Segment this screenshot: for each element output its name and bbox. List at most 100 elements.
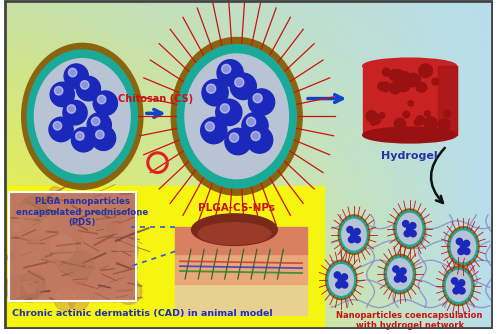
Ellipse shape [448,227,479,266]
Circle shape [30,246,38,254]
Circle shape [414,75,420,81]
Circle shape [334,272,340,278]
Circle shape [416,86,422,91]
Ellipse shape [362,58,456,74]
Circle shape [63,101,87,125]
Ellipse shape [449,228,478,265]
Circle shape [414,120,420,125]
Circle shape [20,196,48,224]
Circle shape [444,110,450,117]
Circle shape [72,231,82,242]
Circle shape [96,130,104,139]
Circle shape [460,243,466,249]
Circle shape [351,231,357,238]
Ellipse shape [446,271,470,301]
Circle shape [336,282,342,288]
Circle shape [452,278,458,284]
Ellipse shape [394,209,426,248]
Circle shape [390,82,400,94]
Circle shape [76,132,84,140]
Ellipse shape [326,260,357,300]
Circle shape [68,290,89,311]
Circle shape [348,236,354,243]
Ellipse shape [171,37,302,195]
Text: Chronic actinic dermatitis (CAD) in animal model: Chronic actinic dermatitis (CAD) in anim… [12,309,272,318]
Circle shape [406,225,413,232]
Circle shape [216,99,242,126]
Circle shape [230,73,256,100]
Ellipse shape [362,127,456,143]
Circle shape [18,282,26,290]
Circle shape [406,73,420,87]
FancyArrowPatch shape [431,148,445,203]
Circle shape [400,72,409,81]
Circle shape [72,269,88,285]
Ellipse shape [342,219,366,250]
Circle shape [394,276,400,282]
Circle shape [50,82,74,107]
Circle shape [424,111,430,117]
Circle shape [5,275,30,301]
Circle shape [410,222,416,229]
Bar [175,246,307,284]
Bar [9,192,136,301]
Ellipse shape [396,211,424,246]
Circle shape [217,60,243,86]
Circle shape [253,94,262,103]
Circle shape [200,117,227,144]
Circle shape [202,79,228,106]
Text: PLGA-CS-NPs: PLGA-CS-NPs [198,203,275,213]
Ellipse shape [327,262,356,298]
Circle shape [378,82,386,90]
Circle shape [424,117,437,130]
Circle shape [418,82,427,92]
Circle shape [246,127,272,153]
Circle shape [53,122,62,130]
Circle shape [464,240,469,246]
Ellipse shape [34,59,130,174]
Circle shape [206,122,214,131]
Circle shape [396,271,403,277]
Circle shape [354,236,360,243]
Circle shape [87,113,112,137]
Bar [362,66,456,135]
Ellipse shape [329,265,353,295]
Circle shape [116,278,142,304]
Circle shape [220,104,230,113]
Circle shape [106,222,114,231]
Ellipse shape [388,259,412,289]
Bar [175,227,307,254]
Circle shape [389,69,400,80]
Circle shape [64,64,88,89]
Ellipse shape [384,254,416,294]
Circle shape [20,209,36,226]
Ellipse shape [444,268,472,304]
Circle shape [225,128,251,155]
Circle shape [415,76,420,82]
Circle shape [98,210,104,217]
Circle shape [347,226,353,233]
Ellipse shape [27,50,138,183]
Ellipse shape [177,44,296,188]
Circle shape [382,68,390,76]
Circle shape [20,241,42,264]
Circle shape [379,113,385,118]
Ellipse shape [185,54,288,179]
Circle shape [67,105,76,113]
Circle shape [80,80,89,89]
Circle shape [72,128,96,152]
Circle shape [51,235,75,260]
Circle shape [222,64,231,73]
Circle shape [54,87,63,95]
Circle shape [24,281,36,293]
Circle shape [400,276,406,282]
Circle shape [456,238,462,245]
Circle shape [36,217,51,232]
Ellipse shape [338,215,370,254]
Circle shape [393,266,399,272]
Text: PLGA nanoparticles
encapsulated prednisolone
(PDS): PLGA nanoparticles encapsulated predniso… [16,197,148,227]
Circle shape [92,126,116,150]
Circle shape [394,81,404,91]
Circle shape [21,284,38,302]
Circle shape [34,238,40,245]
